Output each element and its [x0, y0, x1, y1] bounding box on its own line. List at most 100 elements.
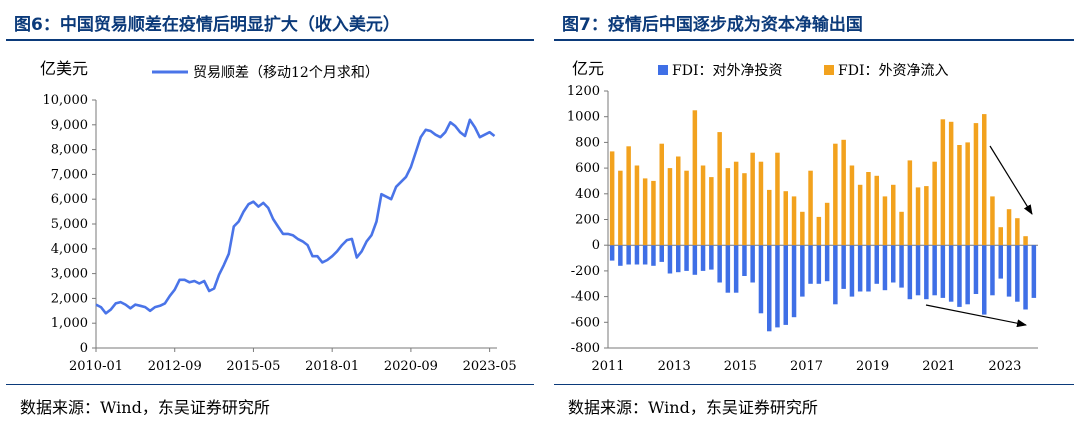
- inbound-fdi-bar: [667, 168, 673, 246]
- figure-7-top-rule: [554, 39, 1074, 41]
- outbound-fdi-bar: [618, 245, 623, 266]
- outbound-fdi-bar: [998, 245, 1003, 279]
- inbound-fdi-bar: [982, 114, 987, 246]
- y-tick-label: 7,000: [51, 167, 88, 182]
- outbound-fdi-bar: [692, 245, 698, 275]
- inbound-fdi-bar: [841, 139, 846, 246]
- inbound-fdi-bar: [849, 165, 855, 246]
- inbound-fdi-bar: [791, 196, 797, 246]
- outbound-fdi-bar: [733, 245, 739, 293]
- inbound-fdi-bar: [758, 161, 764, 246]
- x-tick-label: 2017: [790, 359, 823, 374]
- y-tick-label: 8,000: [51, 143, 88, 158]
- y-tick-label: 400: [575, 187, 600, 202]
- inbound-fdi-bar: [618, 170, 623, 246]
- y-tick-label: 6,000: [51, 192, 88, 207]
- x-tick-label: 2012-09: [148, 359, 202, 374]
- outbound-fdi-bar: [684, 245, 689, 271]
- inbound-fdi-bar: [775, 152, 780, 246]
- outbound-fdi-bar: [700, 245, 706, 271]
- inbound-fdi-bar: [874, 175, 879, 246]
- outbound-fdi-bar: [659, 245, 664, 262]
- inbound-fdi-bar: [932, 161, 937, 246]
- y-tick-label: -200: [571, 264, 600, 279]
- outbound-fdi-bar: [642, 245, 648, 265]
- outbound-fdi-bar: [1006, 245, 1012, 297]
- inbound-fdi-bar: [940, 119, 946, 246]
- outbound-fdi-bar: [750, 245, 755, 283]
- outbound-fdi-bar: [899, 245, 904, 288]
- outbound-fdi-bar: [808, 245, 813, 284]
- legend-label-trade-surplus: 贸易顺差（移动12个月求和）: [193, 65, 379, 81]
- inbound-fdi-bar: [857, 184, 863, 246]
- trade-surplus-line: [95, 118, 496, 315]
- inbound-fdi-bar: [899, 211, 904, 246]
- inbound-fdi-bar: [907, 160, 913, 246]
- inbound-fdi-bar: [924, 186, 929, 246]
- inbound-fdi-bar: [915, 187, 921, 246]
- legend-label-outbound-fdi: FDI：对外净投资: [672, 63, 782, 79]
- inbound-fdi-bar: [973, 123, 979, 246]
- y-tick-label: 2,000: [51, 291, 88, 306]
- outbound-fdi-bar: [866, 245, 871, 292]
- y-tick-label: 0: [80, 341, 88, 356]
- inbound-fdi-bar: [742, 173, 747, 246]
- figure-7-bottom-rule: [554, 384, 1074, 385]
- y-tick-label: 4,000: [51, 242, 88, 257]
- figure-6-source: 数据来源：Wind，东吴证券研究所: [20, 398, 270, 417]
- outbound-fdi-bar: [626, 245, 631, 265]
- outbound-fdi-bar: [1015, 245, 1020, 302]
- figure-7-panel: 图7：疫情后中国逐步成为资本净输出国 亿元 -800 -600 -400 -200 0 20…: [548, 0, 1080, 422]
- trade-surplus-line-chart: 亿美元 0 1,000 2,000 3,000 4,000 5,000 6,000 7,000 8…: [40, 59, 517, 374]
- outbound-fdi-bar: [849, 245, 855, 297]
- figure-6-top-rule: [6, 39, 534, 41]
- outbound-fdi-bar: [1031, 245, 1037, 298]
- inbound-fdi-bar: [1023, 236, 1028, 246]
- y-tick-label: 1,000: [51, 316, 88, 331]
- inbound-fdi-bar: [824, 202, 830, 246]
- inbound-fdi-bar: [808, 170, 813, 246]
- inbound-fdi-bar: [659, 143, 664, 246]
- outbound-fdi-bar: [758, 245, 764, 314]
- y-tick-label: 0: [592, 238, 600, 253]
- outbound-fdi-bar: [957, 245, 962, 307]
- outflow-rise-arrow: [925, 304, 1027, 328]
- x-tick-label: 2021: [922, 359, 955, 374]
- y-tick-label: -400: [571, 290, 600, 305]
- inbound-fdi-bar: [642, 178, 648, 246]
- inbound-fdi-bar: [692, 110, 698, 246]
- outbound-fdi-bar: [882, 245, 888, 291]
- outbound-fdi-bar: [924, 245, 929, 300]
- y-tick-label: 5,000: [51, 217, 88, 232]
- inbound-fdi-bar: [733, 161, 739, 246]
- x-tick-label: 2019: [856, 359, 889, 374]
- inbound-fdi-bar: [750, 152, 755, 246]
- outbound-fdi-bar: [857, 245, 863, 292]
- inbound-fdi-bar: [684, 170, 689, 246]
- outbound-fdi-bar: [891, 245, 896, 283]
- inbound-fdi-bar: [725, 168, 731, 246]
- outbound-fdi-bar: [915, 245, 921, 296]
- outbound-fdi-bar: [982, 245, 987, 315]
- y-axis-unit-label: 亿美元: [40, 59, 88, 78]
- inbound-fdi-bar: [948, 121, 954, 246]
- outbound-fdi-bar: [824, 245, 830, 282]
- inbound-fdi-bar: [626, 146, 631, 246]
- outbound-fdi-bar: [791, 245, 797, 318]
- inbound-fdi-bar: [816, 216, 822, 246]
- outbound-fdi-bar: [609, 245, 615, 261]
- y-tick-label: 200: [575, 213, 600, 228]
- inbound-fdi-bar: [833, 143, 838, 246]
- legend-swatch-outbound-fdi: [658, 65, 668, 75]
- outbound-fdi-bar: [717, 245, 722, 283]
- inbound-fdi-bar: [891, 184, 896, 246]
- y-tick-label: 3,000: [51, 267, 88, 282]
- inflow-decline-arrow: [989, 145, 1033, 215]
- outbound-fdi-bar: [965, 245, 970, 305]
- inbound-fdi-bar: [651, 180, 656, 246]
- legend-label-inbound-fdi: FDI：外资净流入: [838, 63, 948, 79]
- outbound-fdi-bar: [833, 245, 838, 305]
- inbound-fdi-bar: [866, 172, 871, 246]
- outbound-fdi-bar: [940, 245, 946, 298]
- y-tick-label: -800: [571, 341, 600, 356]
